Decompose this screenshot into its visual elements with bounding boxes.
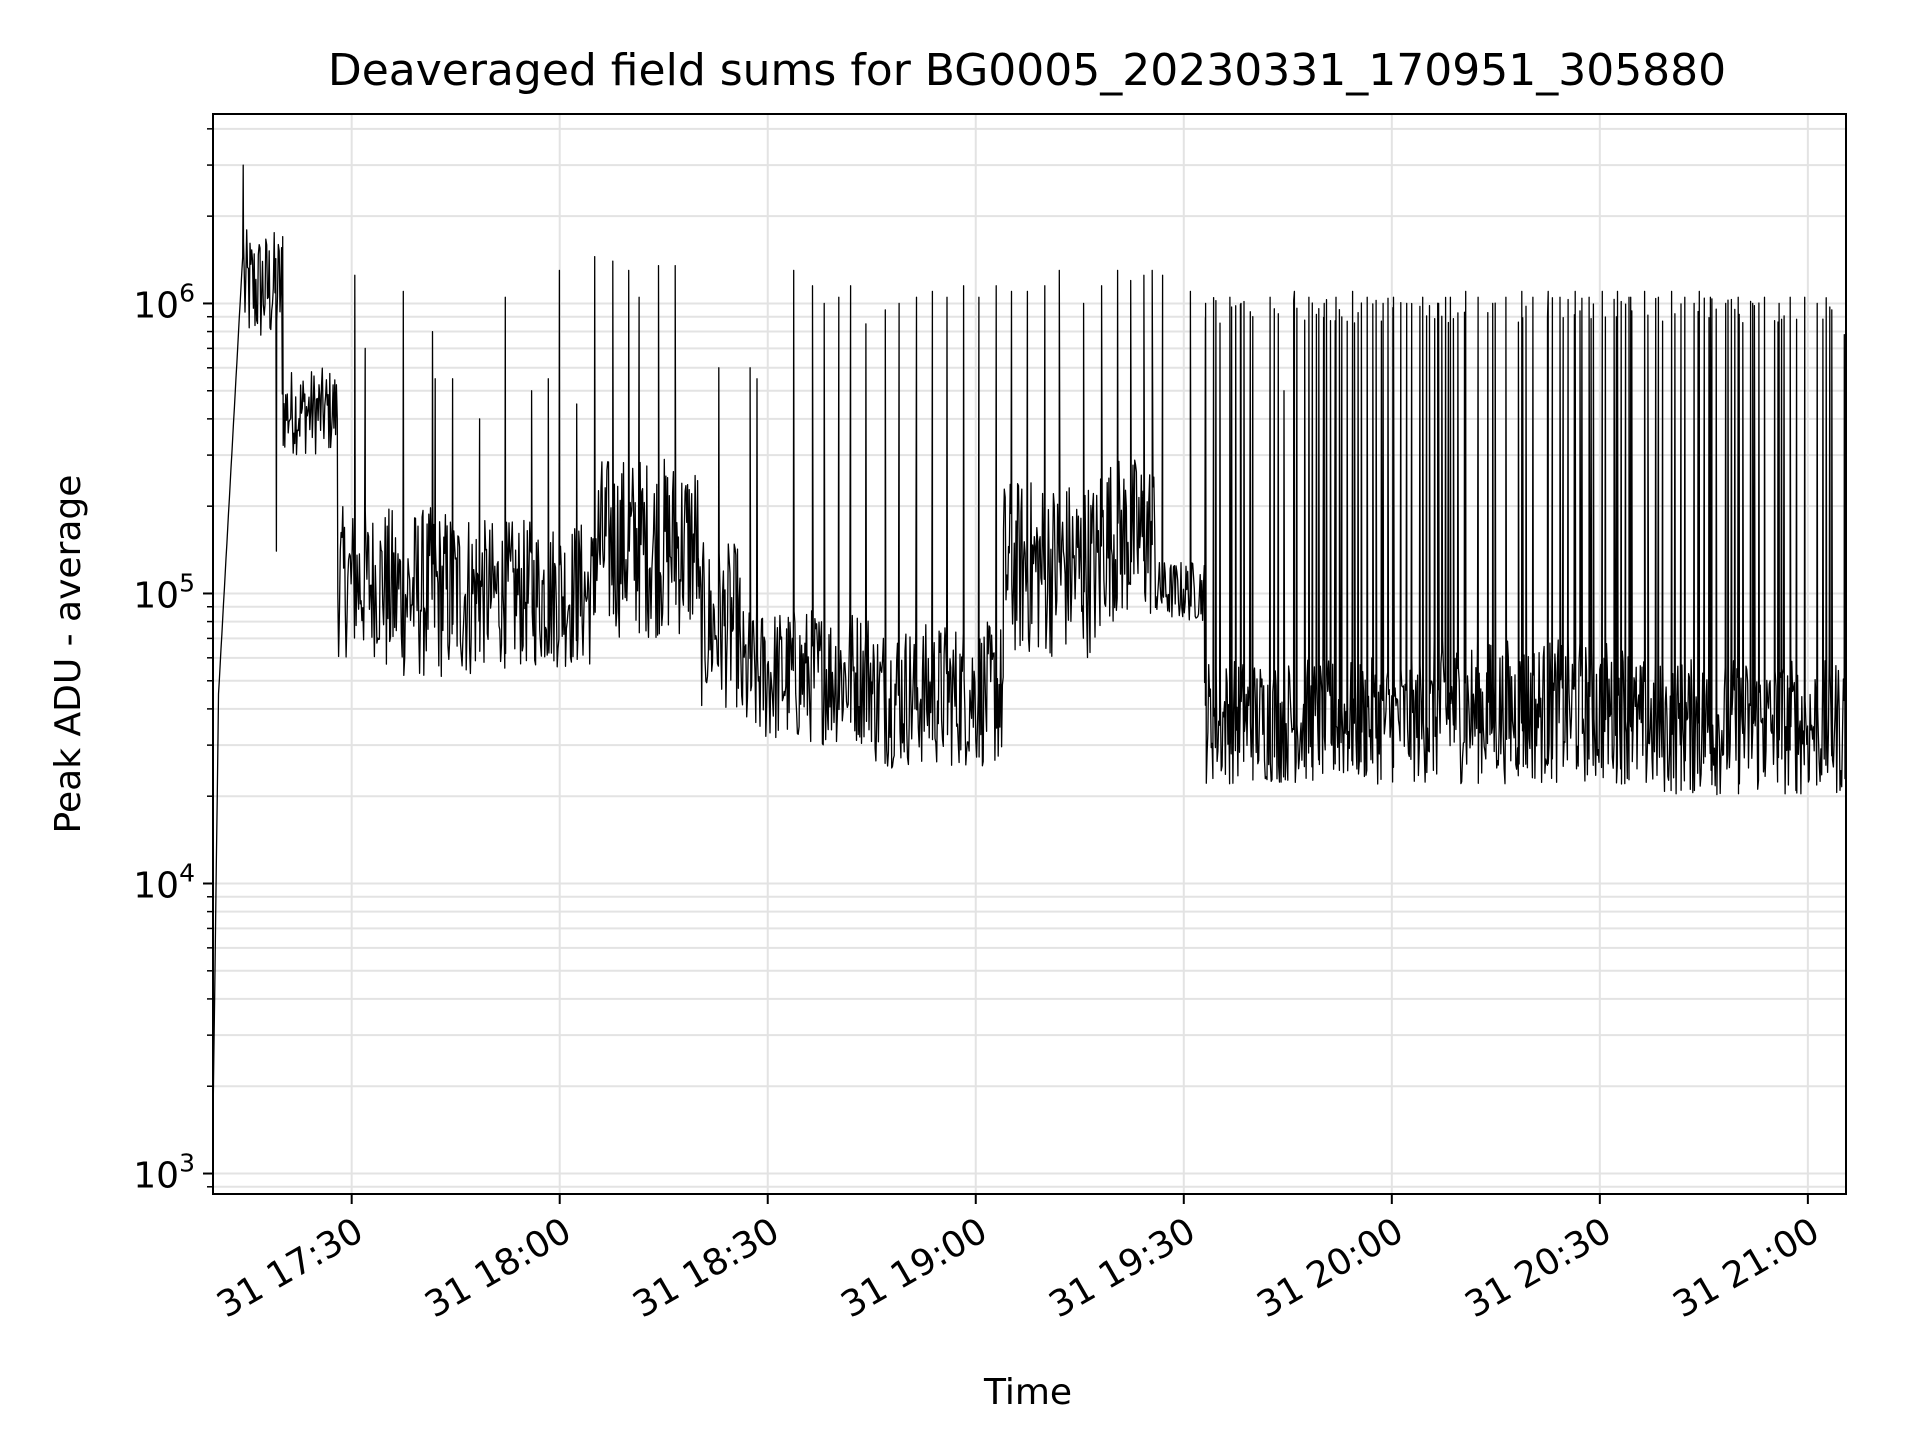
plot-frame (212, 113, 1847, 1195)
y-tick-label: 106 (133, 278, 195, 326)
y-tick-label: 104 (133, 859, 195, 907)
y-tick-label: 105 (133, 568, 195, 616)
series-line (212, 164, 1847, 1123)
y-tick-label: 103 (133, 1149, 195, 1197)
series-line-layer (212, 164, 1847, 1123)
y-axis-label: Peak ADU - average (48, 475, 89, 834)
y-axis: 103 104 105 106 (133, 128, 213, 1197)
chart-title: Deaveraged field sums for BG0005_2023033… (328, 45, 1726, 96)
x-axis-label: Time (983, 1372, 1072, 1413)
